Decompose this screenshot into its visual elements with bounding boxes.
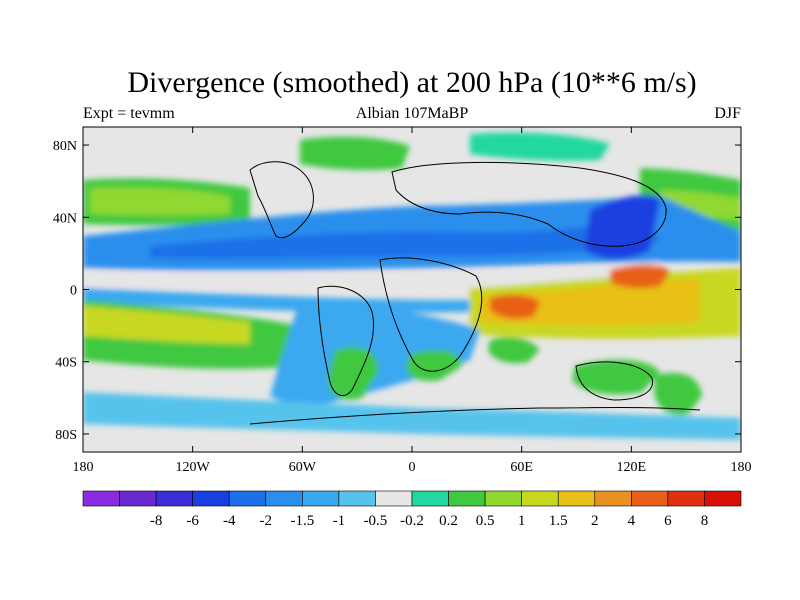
continent-south-america: [317, 285, 375, 397]
season-label: DJF: [714, 105, 741, 122]
field-convergence-east-core: [585, 195, 660, 259]
colorbar-swatch: [302, 490, 340, 507]
x-tick-label: 60W: [289, 460, 317, 475]
x-tick-label: 180: [731, 460, 752, 475]
colorbar-label: -1: [333, 513, 346, 529]
colorbar-label: -0.2: [400, 513, 424, 529]
field-max-2: [610, 264, 670, 289]
colorbar-label: 6: [664, 513, 672, 529]
colorbar-swatch: [521, 490, 559, 507]
colorbar: -8 -6 -4 -2 -1.5 -1 -0.5 -0.2 0.2 0.5 1 1.5 2 4 6 8: [82, 490, 742, 529]
field-band-sh-convergence: [270, 300, 480, 410]
colorbar-swatch: [484, 490, 522, 507]
field-arctic-patch-2: [470, 132, 610, 161]
colorbar-swatch: [228, 490, 267, 507]
x-tick-label: 60E: [510, 460, 533, 475]
colorbar-swatch: [557, 490, 596, 507]
field-sh-patch-4: [572, 359, 660, 395]
field-band-sh-high: [83, 392, 741, 440]
field-arctic-patch-1: [300, 136, 410, 171]
x-axis: 180 120W 60W 0 60E 120E 180: [73, 127, 752, 475]
colorbar-swatch: [119, 490, 157, 507]
field-band-sh-yellow: [83, 306, 250, 344]
colorbar-swatch: [411, 490, 449, 507]
continent-outlines: [249, 161, 701, 425]
field-band-nh-west-core: [90, 187, 230, 216]
continent-north-america: [249, 161, 314, 239]
colorbar-swatch: [448, 490, 486, 507]
colorbar-swatch: [594, 490, 632, 507]
field-equatorial-strip: [83, 262, 660, 290]
colorbar-swatch: [338, 490, 376, 507]
colorbar-swatch: [375, 490, 413, 507]
experiment-label: Expt = tevmm: [83, 105, 175, 122]
map-field: [83, 127, 741, 452]
field-band-nh-convergence-core: [150, 214, 660, 259]
field-band-divergence-core: [480, 278, 700, 326]
colorbar-label: -1.5: [290, 513, 314, 529]
x-tick-label: 0: [409, 460, 416, 475]
y-tick-label: 40N: [53, 211, 77, 226]
x-tick-label: 120W: [176, 460, 211, 475]
chart-title: Divergence (smoothed) at 200 hPa (10**6 …: [127, 66, 696, 99]
x-tick-label: 120E: [617, 460, 647, 475]
x-tick-label: 180: [73, 460, 94, 475]
field-sh-patch-3: [488, 337, 540, 364]
colorbar-label: 0.5: [476, 513, 495, 529]
colorbar-swatch: [704, 490, 742, 507]
colorbar-label: 2: [591, 513, 599, 529]
colorbar-label: -8: [150, 513, 163, 529]
y-tick-label: 40S: [55, 356, 77, 371]
colorbar-label: 1: [518, 513, 526, 529]
y-axis: 80N 40N 0 40S 80S: [53, 139, 741, 443]
colorbar-label: -0.5: [364, 513, 388, 529]
colorbar-swatch: [265, 490, 303, 507]
colorbar-label: -2: [260, 513, 273, 529]
y-tick-label: 80S: [55, 428, 77, 443]
colorbar-label: 4: [628, 513, 636, 529]
continent-australia: [575, 361, 653, 401]
y-tick-label: 80N: [53, 139, 77, 154]
continent-africa: [379, 257, 483, 372]
colorbar-label: 0.2: [439, 513, 458, 529]
colorbar-swatch: [667, 490, 705, 507]
colorbar-swatch: [192, 490, 230, 507]
continent-antarctica: [249, 407, 701, 425]
colorbar-swatch: [82, 490, 120, 507]
field-band-eq-convergence: [83, 288, 470, 313]
colorbar-label: 8: [701, 513, 709, 529]
colorbar-swatch: [155, 490, 193, 507]
field-sh-patch-2: [406, 350, 462, 382]
colorbar-label: -6: [186, 513, 199, 529]
field-sh-patch-5: [654, 372, 702, 415]
y-tick-label: 0: [70, 284, 77, 299]
period-label: Albian 107MaBP: [356, 105, 469, 122]
field-max-1: [490, 294, 540, 319]
colorbar-label: 1.5: [549, 513, 568, 529]
colorbar-swatch: [631, 490, 669, 507]
colorbar-label: -4: [223, 513, 236, 529]
continent-eurasia: [391, 161, 667, 247]
